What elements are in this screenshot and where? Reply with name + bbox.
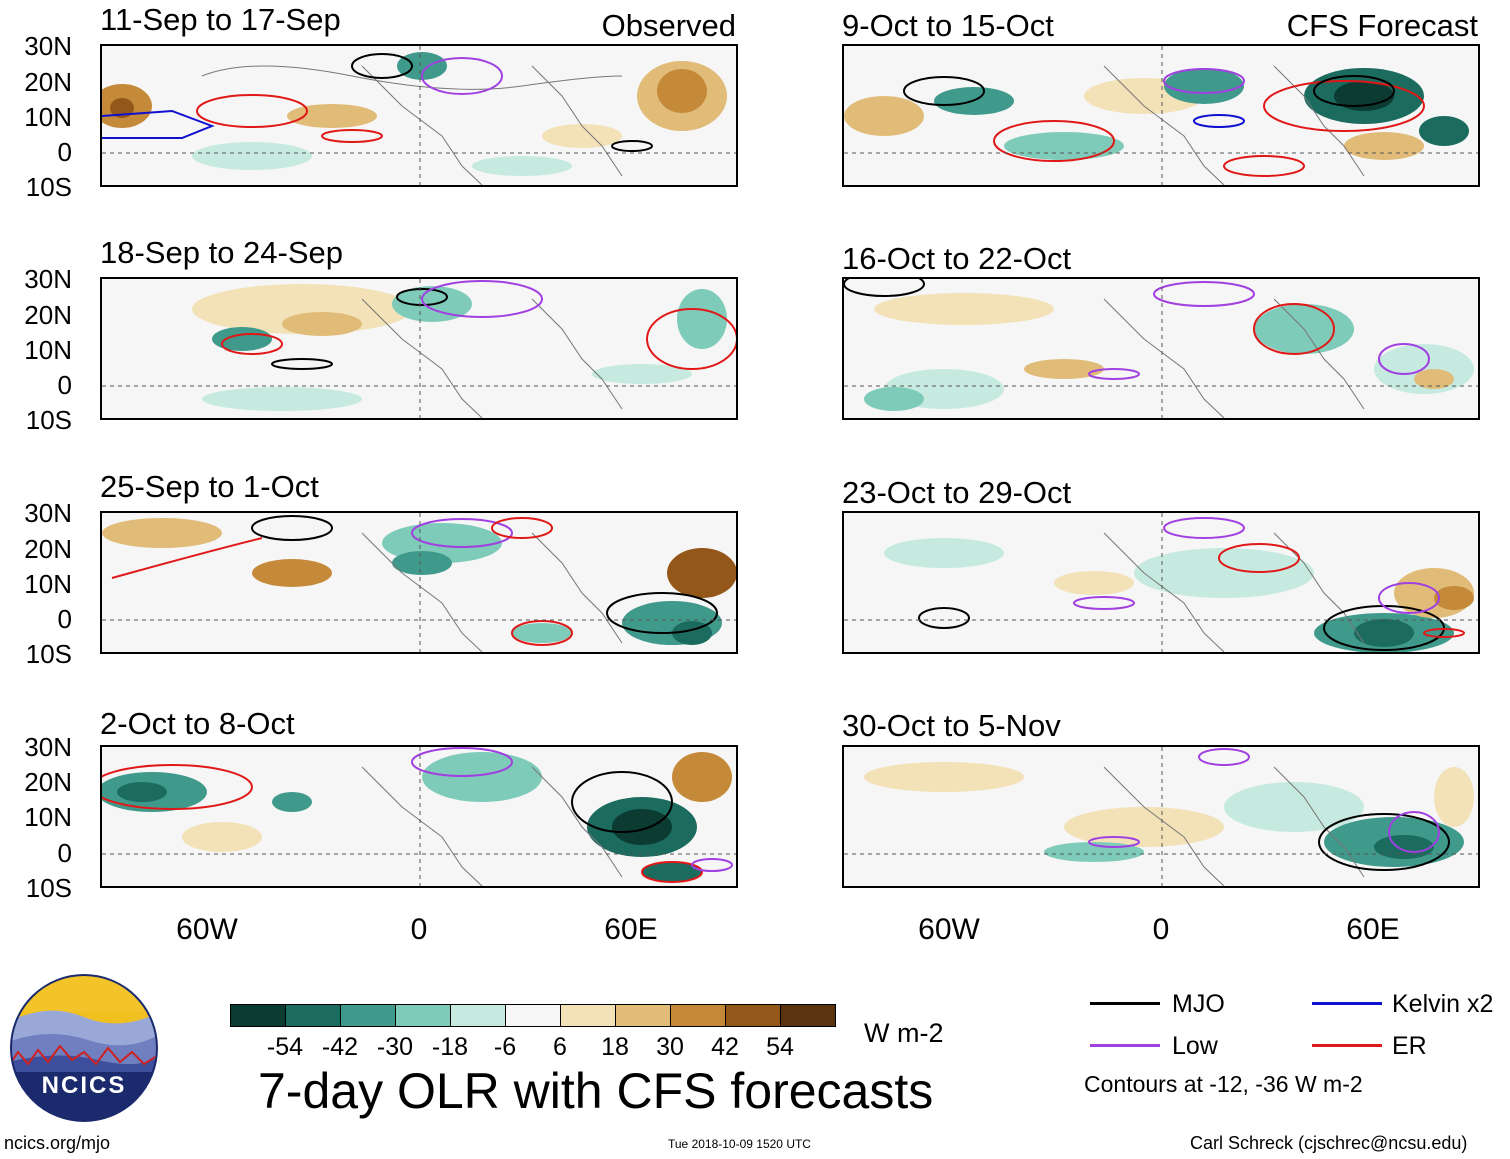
footer-timestamp: Tue 2018-10-09 1520 UTC: [668, 1137, 811, 1151]
colorbar-swatch: [505, 1004, 561, 1027]
lon-label-0: 0: [410, 913, 428, 946]
lat-label: 0: [57, 370, 72, 400]
colorbar-swatch: [615, 1004, 671, 1027]
figure-title: 7-day OLR with CFS forecasts: [258, 1063, 934, 1119]
footer-url[interactable]: ncics.org/mjo: [4, 1133, 111, 1153]
lat-label: 10S: [25, 172, 72, 202]
map-panel-fc-3: [842, 511, 1480, 654]
colorbar-tick-label: -18: [431, 1033, 469, 1061]
panel-title-fc-1: 9-Oct to 15-Oct: [842, 8, 1054, 43]
colorbar-tick-label: -54: [266, 1033, 304, 1061]
forecast-header: CFS Forecast: [1286, 8, 1478, 43]
lat-label: 20N: [24, 767, 72, 797]
lat-label: 10N: [24, 335, 72, 365]
lat-label: 0: [57, 604, 72, 634]
lat-label: 20N: [24, 300, 72, 330]
colorbar-swatch: [230, 1004, 286, 1027]
colorbar-tick-label: 18: [601, 1033, 629, 1061]
lat-label: 10S: [25, 405, 72, 435]
legend-label-kelvin: Kelvin x2: [1392, 990, 1494, 1018]
lat-label: 10N: [24, 102, 72, 132]
contour-note: Contours at -12, -36 W m-2: [1084, 1071, 1363, 1097]
panel-title-obs-4: 2-Oct to 8-Oct: [100, 706, 295, 741]
lon-label-0: 0: [1152, 913, 1170, 946]
panel-title-fc-3: 23-Oct to 29-Oct: [842, 475, 1072, 510]
colorbar-swatch: [285, 1004, 341, 1027]
lat-label: 10N: [24, 802, 72, 832]
colorbar-swatch: [395, 1004, 451, 1027]
legend-line-mjo: [1090, 1002, 1160, 1005]
colorbar-units: W m-2: [864, 1018, 944, 1048]
map-panel-obs-4: [100, 745, 738, 888]
lon-label-60w: 60W: [176, 913, 238, 946]
colorbar-swatch: [560, 1004, 616, 1027]
colorbar-tick-label: -6: [493, 1033, 517, 1061]
legend-line-low: [1090, 1044, 1160, 1047]
colorbar-tick-label: -42: [321, 1033, 359, 1061]
map-panel-obs-1: [100, 44, 738, 187]
colorbar-tick-label: 42: [711, 1033, 739, 1061]
panel-title-fc-4: 30-Oct to 5-Nov: [842, 708, 1061, 743]
lat-label: 30N: [24, 31, 72, 61]
lat-label: 0: [57, 137, 72, 167]
colorbar-swatch: [725, 1004, 781, 1027]
lat-label: 20N: [24, 67, 72, 97]
footer-author: Carl Schreck (cjschrec@ncsu.edu): [1190, 1133, 1468, 1153]
colorbar-swatch: [450, 1004, 506, 1027]
legend-line-er: [1312, 1044, 1382, 1047]
panel-title-obs-3: 25-Sep to 1-Oct: [100, 469, 319, 504]
lon-label-60e: 60E: [1346, 913, 1400, 946]
colorbar-swatch: [340, 1004, 396, 1027]
lat-label: 10S: [25, 873, 72, 903]
map-panel-obs-3: [100, 511, 738, 654]
lat-label: 30N: [24, 732, 72, 762]
panel-title-obs-2: 18-Sep to 24-Sep: [100, 235, 344, 270]
map-panel-fc-1: [842, 44, 1480, 187]
colorbar-tick-label: 6: [553, 1033, 567, 1061]
logo-text: NCICS: [41, 1072, 127, 1099]
lat-label: 20N: [24, 534, 72, 564]
legend-label-er: ER: [1392, 1032, 1427, 1060]
legend-line-kelvin: [1312, 1002, 1382, 1005]
lat-label: 10N: [24, 569, 72, 599]
panel-title-fc-2: 16-Oct to 22-Oct: [842, 241, 1072, 276]
map-panel-obs-2: [100, 277, 738, 420]
ncics-logo: NCICS: [8, 972, 160, 1124]
lon-label-60w: 60W: [918, 913, 980, 946]
colorbar-tick-label: 54: [766, 1033, 794, 1061]
colorbar-swatch: [780, 1004, 836, 1027]
lat-label: 30N: [24, 264, 72, 294]
colorbar-tick-label: 30: [656, 1033, 684, 1061]
lat-label: 30N: [24, 498, 72, 528]
colorbar-swatch: [670, 1004, 726, 1027]
map-panel-fc-4: [842, 745, 1480, 888]
lat-label: 10S: [25, 639, 72, 669]
observed-header: Observed: [601, 8, 736, 43]
map-panel-fc-2: [842, 277, 1480, 420]
panel-title-obs-1: 11-Sep to 17-Sep: [100, 2, 341, 37]
lat-label: 0: [57, 838, 72, 868]
legend-label-mjo: MJO: [1172, 990, 1225, 1018]
lon-label-60e: 60E: [604, 913, 658, 946]
legend-label-low: Low: [1172, 1032, 1218, 1060]
colorbar-tick-label: -30: [376, 1033, 414, 1061]
